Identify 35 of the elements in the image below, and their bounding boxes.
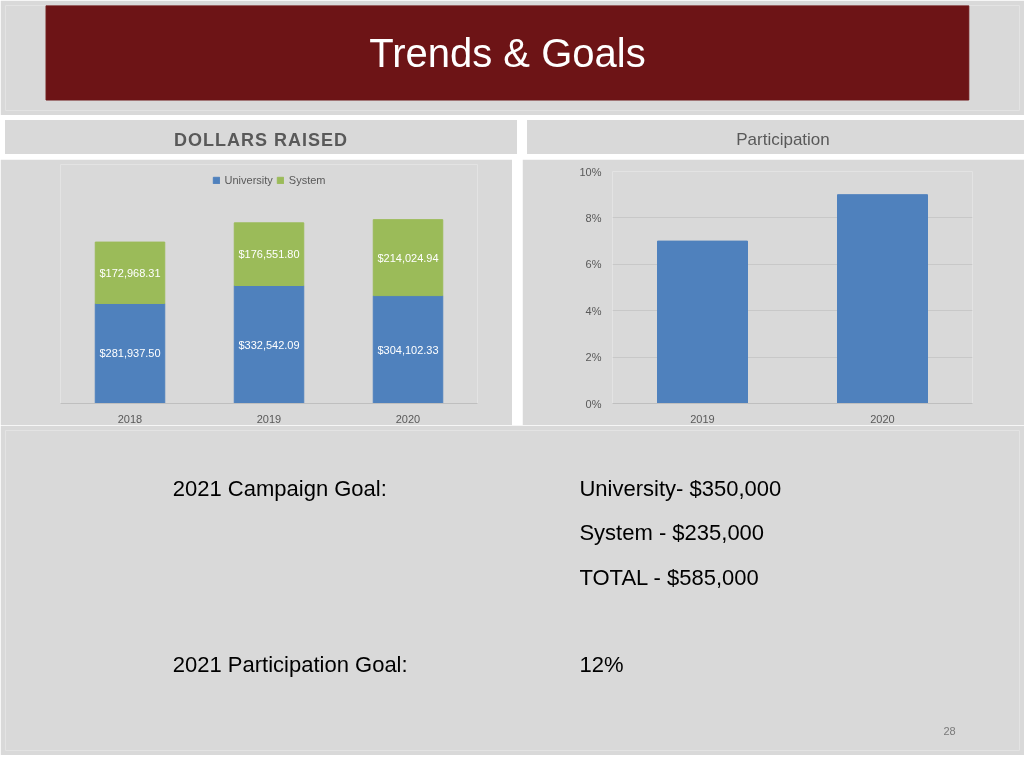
data-label: $281,937.50 <box>99 347 161 360</box>
x-tick-label: 2018 <box>117 412 143 425</box>
y-tick-label: 8% <box>585 211 602 224</box>
bar <box>233 285 305 404</box>
x-tick-label: 2020 <box>870 412 895 425</box>
text: TOTAL - $585,000 <box>579 565 759 591</box>
legend-label: System <box>288 174 326 186</box>
text: System - $235,000 <box>579 520 765 546</box>
text: 28 <box>943 725 956 738</box>
legend-label: University <box>224 174 273 186</box>
text: 2021 Campaign Goal: <box>172 475 387 501</box>
data-label: $214,024.94 <box>377 251 439 264</box>
chart-title: Participation <box>736 129 830 151</box>
data-label: $176,551.80 <box>238 248 300 261</box>
bar <box>94 241 166 304</box>
x-tick-label: 2019 <box>256 412 282 425</box>
y-tick-label: 0% <box>585 397 602 410</box>
y-tick-label: 2% <box>585 351 602 364</box>
x-tick-label: 2019 <box>690 412 715 425</box>
data-label: $172,968.31 <box>99 266 161 279</box>
bar <box>233 222 305 286</box>
data-label: $304,102.33 <box>377 343 439 356</box>
data-label: $332,542.09 <box>238 338 300 351</box>
y-tick-label: 6% <box>585 258 602 271</box>
x-tick-label: 2020 <box>395 412 421 425</box>
y-tick-label: 10% <box>579 165 602 178</box>
y-tick-label: 4% <box>585 304 602 317</box>
chart-title: DOLLARS RAISED <box>173 129 348 152</box>
bar <box>372 295 444 404</box>
bar <box>372 219 444 297</box>
text: Trends & Goals <box>369 30 646 75</box>
text: 12% <box>579 651 624 677</box>
text: University- $350,000 <box>579 475 782 501</box>
text: 2021 Participation Goal: <box>172 651 408 677</box>
bar <box>94 302 166 404</box>
